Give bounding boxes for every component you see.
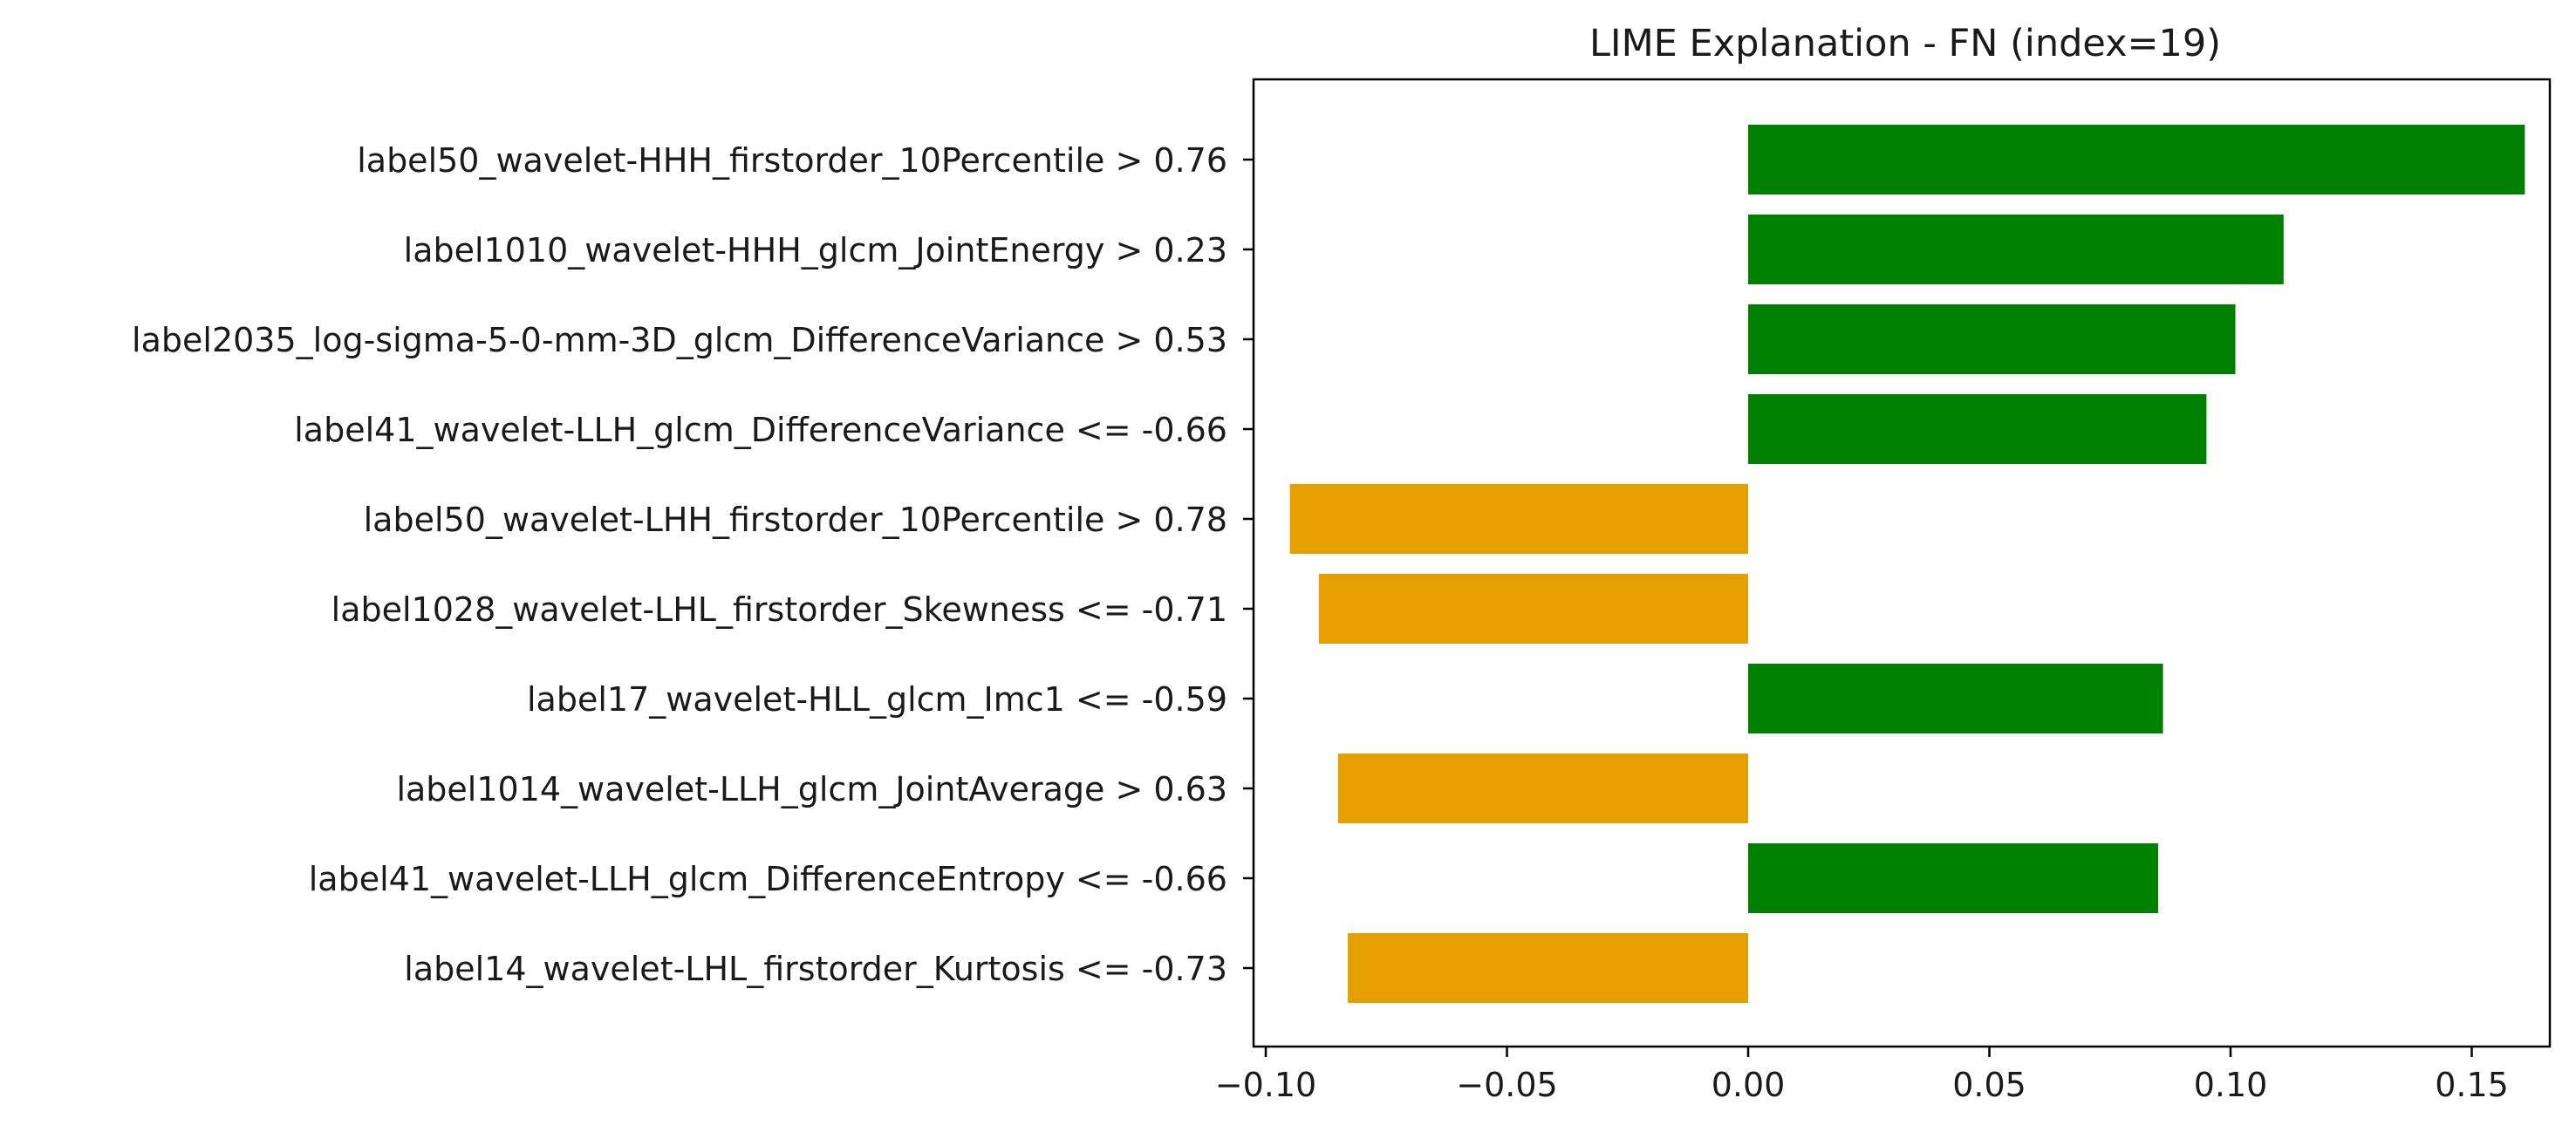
x-axis-ticks: −0.10 −0.05 0.00 0.05 0.10 0.15 bbox=[1215, 1047, 2509, 1104]
x-tick-label-0: −0.10 bbox=[1215, 1066, 1316, 1104]
bar-4 bbox=[1289, 484, 1748, 554]
y-tick-label-3: label41_wavelet-LLH_glcm_DifferenceVaria… bbox=[294, 411, 1227, 449]
bar-6 bbox=[1748, 664, 2163, 733]
y-tick-labels: label50_wavelet-HHH_firstorder_10Percent… bbox=[132, 141, 1254, 988]
y-tick-label-0: label50_wavelet-HHH_firstorder_10Percent… bbox=[357, 141, 1227, 180]
chart-title: LIME Explanation - FN (index=19) bbox=[1589, 22, 2221, 65]
bars-layer bbox=[1289, 125, 2525, 1003]
bar-5 bbox=[1318, 574, 1748, 644]
y-tick-label-6: label17_wavelet-HLL_glcm_Imc1 <= -0.59 bbox=[527, 680, 1227, 719]
x-tick-label-1: −0.05 bbox=[1456, 1066, 1557, 1104]
bar-1 bbox=[1748, 215, 2284, 284]
x-tick-label-5: 0.15 bbox=[2435, 1066, 2509, 1104]
bar-7 bbox=[1337, 754, 1748, 823]
bar-8 bbox=[1748, 843, 2159, 913]
x-tick-label-2: 0.00 bbox=[1712, 1066, 1786, 1104]
y-tick-label-9: label14_wavelet-LHL_firstorder_Kurtosis … bbox=[404, 950, 1227, 988]
bar-2 bbox=[1748, 304, 2236, 374]
y-tick-label-7: label1014_wavelet-LLH_glcm_JointAverage … bbox=[396, 770, 1227, 808]
x-tick-label-4: 0.10 bbox=[2194, 1066, 2268, 1104]
x-tick-label-3: 0.05 bbox=[1952, 1066, 2026, 1104]
y-tick-label-1: label1010_wavelet-HHH_glcm_JointEnergy >… bbox=[404, 231, 1227, 269]
y-tick-label-4: label50_wavelet-LHH_firstorder_10Percent… bbox=[364, 501, 1227, 539]
y-tick-label-8: label41_wavelet-LLH_glcm_DifferenceEntro… bbox=[309, 860, 1227, 898]
bar-9 bbox=[1348, 933, 1748, 1003]
y-tick-label-5: label1028_wavelet-LHL_firstorder_Skewnes… bbox=[331, 590, 1227, 629]
y-tick-label-2: label2035_log-sigma-5-0-mm-3D_glcm_Diffe… bbox=[132, 321, 1227, 359]
bar-0 bbox=[1748, 125, 2525, 194]
bar-3 bbox=[1748, 394, 2207, 464]
plot-frame bbox=[1252, 78, 2552, 1048]
